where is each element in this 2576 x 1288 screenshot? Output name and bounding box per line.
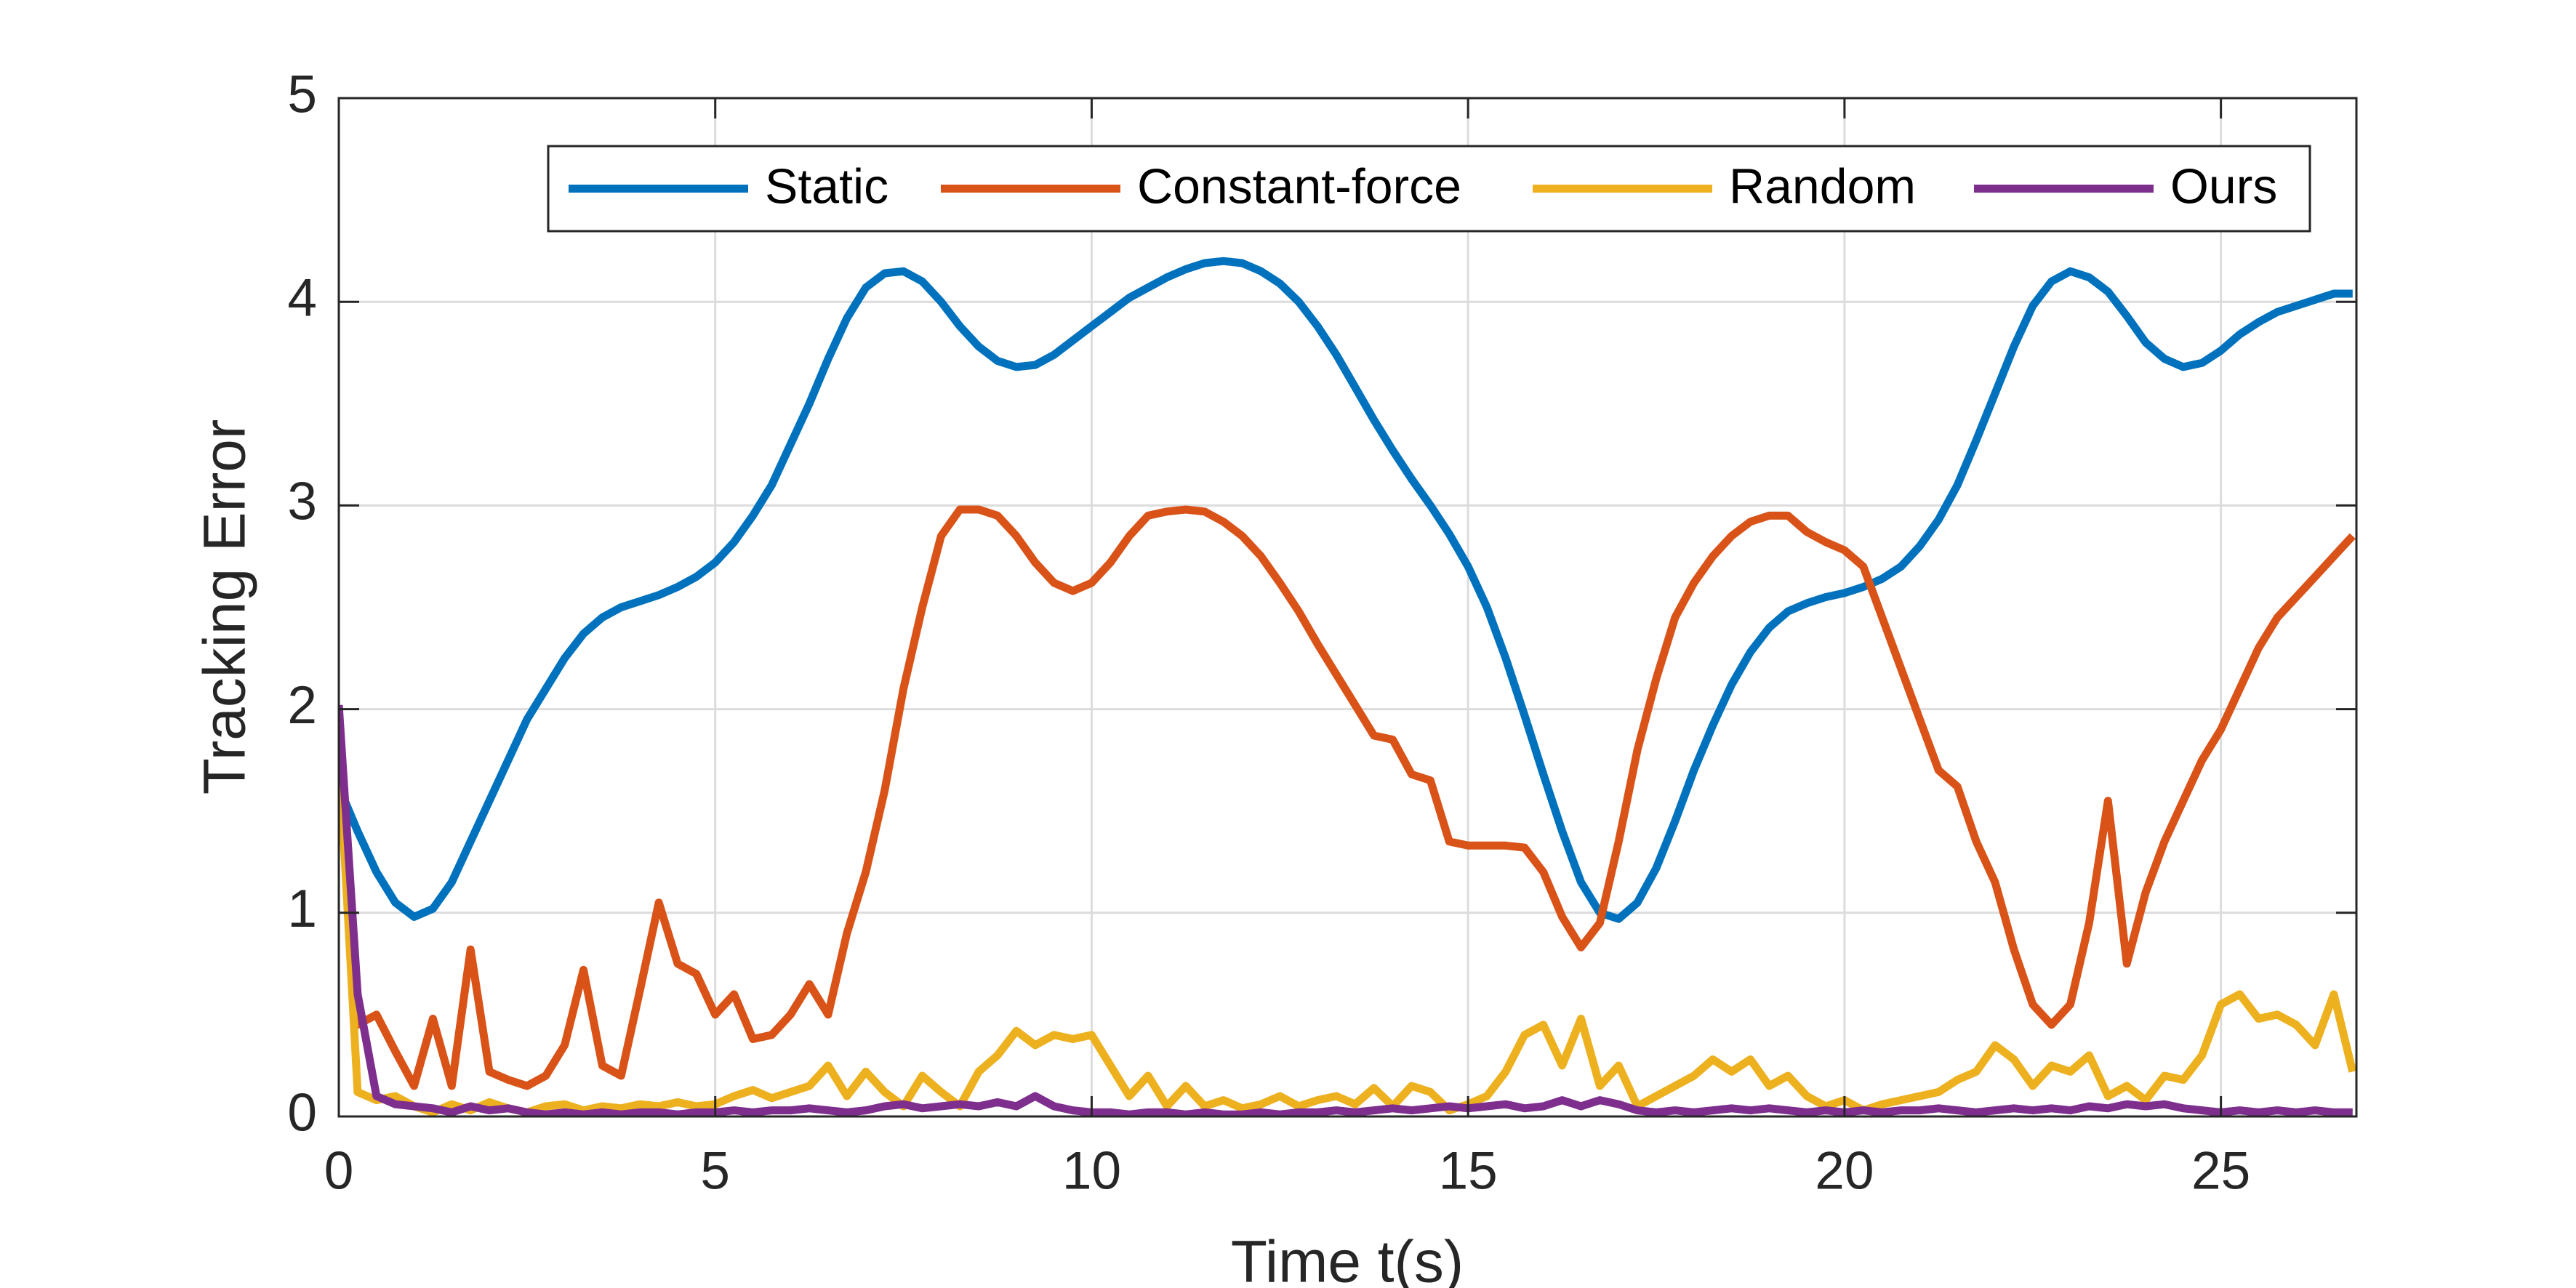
y-tick-label: 2 xyxy=(287,676,317,735)
x-tick-label: 25 xyxy=(2191,1141,2250,1200)
x-tick-label: 20 xyxy=(1815,1141,1874,1200)
legend-label: Static xyxy=(765,158,888,214)
series-line xyxy=(339,505,2356,1090)
series-line xyxy=(339,257,2353,923)
legend-label: Random xyxy=(1729,158,1916,214)
legend: Static Constant-force Random Ours xyxy=(547,145,2311,233)
ticks: 0 5 10 15 20 25 0 1 2 3 4 5 xyxy=(287,65,2356,1200)
axes-box xyxy=(337,97,2358,1118)
legend-label: Constant-force xyxy=(1137,158,1461,214)
y-tick-label: 1 xyxy=(287,880,317,938)
x-tick-label: 15 xyxy=(1439,1141,1498,1200)
series-line xyxy=(339,749,2356,1116)
y-tick-label: 4 xyxy=(287,268,317,327)
series-line xyxy=(339,704,2353,1116)
x-axis-label: Time t(s) xyxy=(1231,1229,1464,1288)
lines xyxy=(339,257,2356,1116)
y-tick-label: 0 xyxy=(287,1083,317,1142)
x-tick-label: 5 xyxy=(700,1141,730,1200)
legend-label: Ours xyxy=(2170,158,2277,214)
plot-area xyxy=(339,98,2356,1116)
x-tick-label: 10 xyxy=(1062,1141,1121,1200)
y-axis-label: Tracking Error xyxy=(192,419,258,794)
x-tick-label: 0 xyxy=(324,1141,354,1200)
y-tick-label: 3 xyxy=(287,472,317,531)
y-tick-label: 5 xyxy=(287,65,317,124)
